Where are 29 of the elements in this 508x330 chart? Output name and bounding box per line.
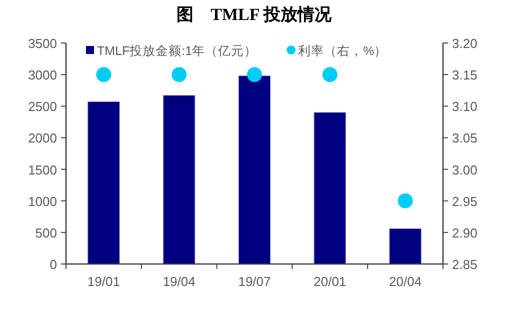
bar (389, 228, 422, 264)
y2-tick-label: 3.10 (452, 99, 478, 114)
y-tick-label: 2000 (28, 130, 57, 146)
x-tick-label: 20/01 (314, 274, 346, 289)
y2-tick-label: 3.05 (452, 130, 478, 146)
bar (238, 76, 271, 264)
y-tick-label: 500 (35, 225, 57, 240)
bar (162, 95, 196, 264)
x-tick-label: 19/04 (162, 274, 196, 289)
y2-tick-label: 3.20 (452, 36, 478, 51)
y2-tick-label: 2.90 (452, 225, 478, 240)
x-tick-label: 20/04 (389, 274, 422, 289)
y-tick-label: 1000 (28, 194, 57, 209)
y-tick-label: 2500 (28, 99, 57, 114)
y-tick-label: 0 (50, 257, 57, 272)
chart-title: 图 TMLF 投放情况 (176, 5, 332, 24)
y2-tick-label: 3.00 (452, 162, 478, 178)
bar (314, 112, 346, 264)
y2-tick-label: 2.95 (452, 194, 478, 209)
y2-tick-label: 2.85 (452, 257, 478, 272)
legend-label: TMLF投放金额:1年（亿元） (97, 44, 258, 58)
y2-tick-label: 3.15 (452, 68, 478, 83)
y-tick-label: 1500 (28, 162, 57, 178)
x-tick-label: 19/01 (87, 274, 120, 289)
bar (88, 101, 120, 264)
legend-label: 利率（右，%） (298, 43, 388, 58)
x-tick-label: 19/07 (238, 274, 271, 289)
y-tick-label: 3000 (28, 68, 57, 83)
y-tick-label: 3500 (28, 36, 57, 51)
